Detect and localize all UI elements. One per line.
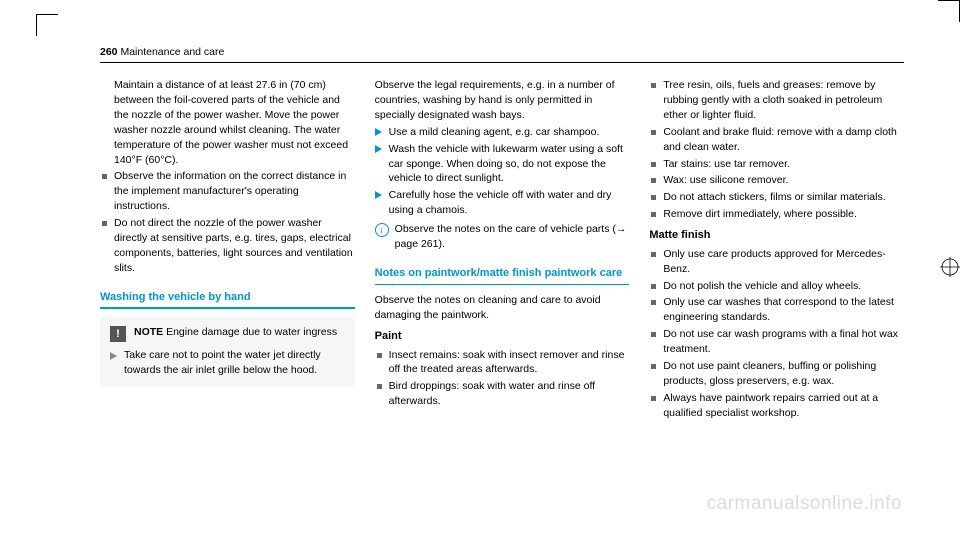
header-rule — [100, 62, 904, 63]
list-item: Only use care products approved for Merc… — [649, 247, 904, 277]
list-item: Do not use paint cleaners, buffing or po… — [649, 359, 904, 389]
list-item: Do not attach stickers, films or similar… — [649, 190, 904, 205]
list-item: Observe the information on the correct d… — [100, 169, 355, 214]
col3-matte-list: Only use care products approved for Merc… — [649, 247, 904, 421]
content-columns: Maintain a distance of at least 27.6 in … — [100, 78, 904, 423]
warning-icon: ! — [110, 326, 126, 342]
col1-intro: Maintain a distance of at least 27.6 in … — [100, 78, 355, 167]
list-item: Do not direct the nozzle of the power wa… — [100, 216, 355, 276]
list-item: Wax: use silicone remover. — [649, 173, 904, 188]
list-item: Only use car washes that correspond to t… — [649, 295, 904, 325]
note-header-row: ! NOTE Engine damage due to water ingres… — [110, 325, 345, 342]
note-body: Engine damage due to water ingress — [166, 326, 337, 338]
note-instruction: Take care not to point the water jet dir… — [124, 348, 345, 378]
heading-rule — [375, 284, 630, 286]
col2-intro: Observe the legal requirements, e.g. in … — [375, 78, 630, 123]
list-item: Wash the vehicle with lukewarm water usi… — [375, 142, 630, 187]
sub-heading: Matte finish — [649, 228, 904, 244]
section-heading: Notes on paintwork/matte finish paintwor… — [375, 266, 630, 282]
watermark: carmanualsonline.info — [707, 493, 902, 515]
page-header: 260 Maintenance and care — [100, 46, 224, 58]
page-title: Maintenance and care — [120, 46, 224, 58]
column-1: Maintain a distance of at least 27.6 in … — [100, 78, 355, 423]
heading-rule — [100, 307, 355, 309]
list-item: Do not polish the vehicle and alloy whee… — [649, 279, 904, 294]
note-instruction-row: Take care not to point the water jet dir… — [110, 348, 345, 378]
list-item: Insect remains: soak with insect remover… — [375, 348, 630, 378]
note-title: NOTE — [134, 326, 163, 338]
info-row: i Observe the notes on the care of vehic… — [375, 222, 630, 252]
col3-bullet-list: Tree resin, oils, fuels and greases: rem… — [649, 78, 904, 222]
list-item: Bird droppings: soak with water and rins… — [375, 379, 630, 409]
note-box: ! NOTE Engine damage due to water ingres… — [100, 317, 355, 386]
list-item: Always have paintwork repairs carried ou… — [649, 391, 904, 421]
list-item: Remove dirt immediately, where possible. — [649, 207, 904, 222]
info-text: Observe the notes on the care of vehicle… — [395, 222, 630, 252]
col2-after-heading: Observe the notes on cleaning and care t… — [375, 293, 630, 323]
crop-mark-tl — [36, 14, 58, 36]
col1-bullet-list: Observe the information on the correct d… — [100, 169, 355, 275]
arrow-icon — [110, 352, 117, 360]
info-icon: i — [375, 223, 389, 237]
list-item: Tar stains: use tar remover. — [649, 157, 904, 172]
col2-paint-list: Insect remains: soak with insect remover… — [375, 348, 630, 410]
section-heading: Washing the vehicle by hand — [100, 290, 355, 306]
page-number: 260 — [100, 46, 118, 58]
registration-mark-icon — [940, 257, 960, 277]
list-item: Do not use car wash programs with a fina… — [649, 327, 904, 357]
note-text: NOTE Engine damage due to water ingress — [134, 325, 345, 340]
list-item: Carefully hose the vehicle off with wate… — [375, 188, 630, 218]
sub-heading: Paint — [375, 329, 630, 345]
list-item: Use a mild cleaning agent, e.g. car sham… — [375, 125, 630, 140]
list-item: Coolant and brake fluid: remove with a d… — [649, 125, 904, 155]
column-3: Tree resin, oils, fuels and greases: rem… — [649, 78, 904, 423]
column-2: Observe the legal requirements, e.g. in … — [375, 78, 630, 423]
col2-arrow-list: Use a mild cleaning agent, e.g. car sham… — [375, 125, 630, 218]
list-item: Tree resin, oils, fuels and greases: rem… — [649, 78, 904, 123]
